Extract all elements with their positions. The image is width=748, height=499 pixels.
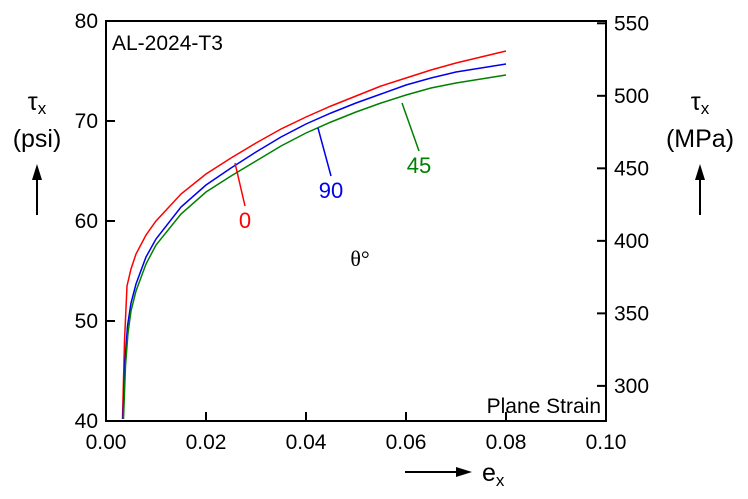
series-lines <box>121 50 507 420</box>
right-tick-label: 350 <box>614 302 649 325</box>
corner-note: Plane Strain <box>487 395 601 418</box>
left-axis-label: τx (psi) <box>13 88 62 215</box>
x-axis-symbol: e <box>482 459 496 487</box>
x-axis-ticks: 0.00 0.02 0.04 0.06 0.08 0.10 <box>86 412 627 454</box>
series-labels: 0 90 45 <box>234 102 431 233</box>
plot-frame <box>105 20 607 422</box>
right-tick-label: 450 <box>614 157 649 180</box>
series-line-0 <box>121 50 507 420</box>
series-leader-0 <box>234 162 246 207</box>
series-leader-90 <box>317 127 332 177</box>
series-leader-45 <box>401 102 420 152</box>
x-tick-label: 0.06 <box>386 431 427 454</box>
right-axis-label: τx (MPa) <box>666 88 734 215</box>
left-tick-label: 50 <box>75 310 98 333</box>
series-label-90: 90 <box>319 178 343 203</box>
x-axis-sub: x <box>496 471 505 490</box>
right-axis-arrowhead <box>695 164 705 180</box>
svg-text:τx: τx <box>691 88 710 118</box>
x-axis-label: ex <box>405 459 505 490</box>
left-tick-label: 60 <box>75 210 98 233</box>
x-tick-label: 0.00 <box>86 431 127 454</box>
left-axis-ticks: 40 50 60 70 80 <box>75 10 115 433</box>
left-tick-label: 80 <box>75 10 98 33</box>
chart-title: AL-2024-T3 <box>112 32 223 55</box>
x-tick-label: 0.08 <box>486 431 527 454</box>
left-axis-unit: (psi) <box>13 125 62 153</box>
left-tick-label: 70 <box>75 110 98 133</box>
svg-text:ex: ex <box>482 459 505 490</box>
right-axis-ticks: 300 350 400 450 500 550 <box>597 12 649 398</box>
series-line-90 <box>122 63 507 420</box>
x-tick-label: 0.02 <box>186 431 227 454</box>
series-label-0: 0 <box>239 208 251 233</box>
x-tick-label: 0.04 <box>286 431 327 454</box>
left-axis-arrowhead <box>32 164 42 180</box>
right-tick-label: 550 <box>614 12 649 35</box>
left-axis-symbol: τ <box>28 88 38 116</box>
right-tick-label: 400 <box>614 230 649 253</box>
right-tick-label: 300 <box>614 375 649 398</box>
left-tick-label: 40 <box>75 410 98 433</box>
right-axis-sub: x <box>701 99 710 118</box>
right-tick-label: 500 <box>614 85 649 108</box>
right-axis-symbol: τ <box>691 88 701 116</box>
left-axis-sub: x <box>38 99 47 118</box>
angle-label: θ° <box>350 246 369 271</box>
right-axis-unit: (MPa) <box>666 125 734 153</box>
x-axis-arrowhead <box>456 467 472 477</box>
series-label-45: 45 <box>407 153 431 178</box>
svg-text:τx: τx <box>28 88 47 118</box>
series-line-45 <box>122 74 507 420</box>
x-tick-label: 0.10 <box>586 431 627 454</box>
